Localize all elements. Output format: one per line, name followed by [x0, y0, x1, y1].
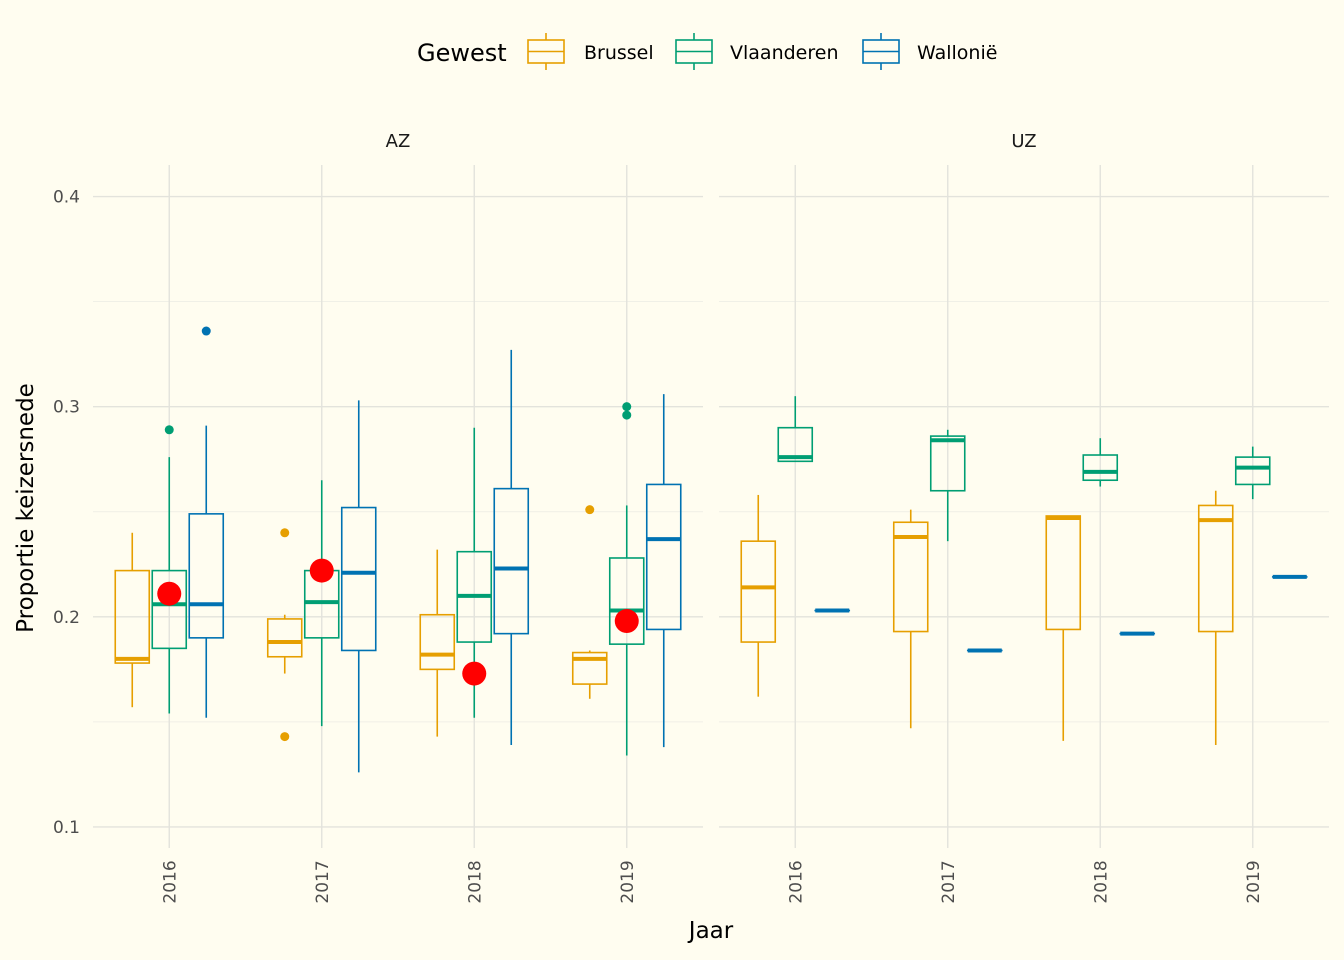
box-wallonie — [340, 400, 377, 773]
box-iqr — [929, 435, 966, 492]
legend-label: Brussel — [584, 42, 654, 64]
highlight-point — [309, 558, 334, 583]
box-brussel — [114, 532, 151, 708]
panels: AZ 2016 2017 2018 2019 UZ 2016 2017 2018 2019 — [93, 131, 1329, 904]
highlight-point — [462, 661, 487, 686]
x-tick-label: 2017 — [313, 860, 333, 903]
box-iqr — [1234, 456, 1271, 486]
box-iqr — [114, 569, 151, 664]
x-axis-title: Jaar — [687, 918, 734, 944]
box-wallonie — [645, 394, 682, 748]
box-vlaanderen — [608, 402, 645, 756]
box-brussel — [571, 505, 608, 699]
box-iqr — [1197, 504, 1234, 633]
box-vlaanderen — [929, 429, 966, 542]
year-group-2016: 2016 — [740, 396, 851, 904]
legend-label: Vlaanderen — [730, 42, 838, 64]
box-brussel — [266, 528, 303, 742]
highlight-point — [157, 581, 182, 606]
outlier-point — [622, 410, 632, 420]
year-group-2017: 2017 — [266, 400, 377, 904]
box-vlaanderen — [151, 425, 188, 714]
grid — [93, 165, 703, 848]
y-tick-label: 0.4 — [53, 188, 80, 208]
legend-entry-wallonie: Wallonië — [862, 33, 997, 70]
box-iqr — [740, 540, 777, 643]
outlier-point — [622, 402, 632, 412]
box-iqr — [571, 651, 608, 685]
y-tick-label: 0.3 — [53, 398, 80, 418]
box-vlaanderen — [777, 396, 814, 463]
grid — [719, 165, 1329, 848]
box-vlaanderen — [303, 480, 340, 727]
box-iqr — [419, 613, 456, 671]
panel-strip-label: AZ — [386, 131, 411, 152]
box-iqr — [608, 557, 645, 645]
panel-strip-label: UZ — [1011, 131, 1036, 152]
box-brussel — [1197, 490, 1234, 746]
box-wallonie — [493, 349, 530, 746]
box-iqr — [151, 569, 188, 650]
year-group-2016: 2016 — [114, 326, 225, 904]
x-tick-label: 2019 — [1244, 860, 1264, 903]
year-group-2019: 2019 — [1197, 446, 1308, 904]
x-tick-label: 2018 — [465, 860, 485, 903]
legend-entry-vlaanderen: Vlaanderen — [675, 33, 838, 70]
box-iqr — [1082, 454, 1119, 482]
box-iqr — [266, 618, 303, 658]
outlier-point — [201, 326, 211, 336]
highlight-point — [614, 609, 639, 634]
box-iqr — [892, 521, 929, 633]
x-tick-label: 2016 — [786, 860, 806, 903]
box-brussel — [740, 494, 777, 697]
box-iqr — [777, 426, 814, 463]
legend: Gewest Brussel Vlaanderen Wallonië — [417, 33, 997, 70]
box-brussel — [892, 509, 929, 729]
box-wallonie — [188, 326, 225, 718]
y-tick-label: 0.2 — [53, 608, 80, 628]
year-group-2019: 2019 — [571, 394, 682, 904]
legend-title: Gewest — [417, 39, 507, 67]
y-tick-label: 0.1 — [53, 818, 80, 838]
year-group-2017: 2017 — [892, 429, 1003, 904]
box-iqr — [1045, 515, 1082, 631]
panel-az: AZ 2016 2017 2018 2019 — [93, 131, 703, 904]
legend-entry-brussel: Brussel — [527, 33, 654, 70]
year-group-2018: 2018 — [419, 349, 530, 904]
outlier-point — [280, 732, 290, 742]
year-group-2018: 2018 — [1045, 438, 1156, 904]
legend-label: Wallonië — [917, 42, 997, 64]
outlier-point — [280, 528, 290, 538]
panel-uz: UZ 2016 2017 2018 2019 — [719, 131, 1329, 904]
x-tick-label: 2016 — [160, 860, 180, 903]
x-tick-label: 2017 — [939, 860, 959, 903]
box-vlaanderen — [1234, 446, 1271, 500]
outlier-point — [585, 505, 595, 515]
x-tick-label: 2019 — [618, 860, 638, 903]
box-brussel — [419, 549, 456, 737]
x-tick-label: 2018 — [1091, 860, 1111, 903]
y-axis-title: Proportie keizersnede — [13, 383, 39, 633]
box-iqr — [493, 487, 530, 635]
box-iqr — [340, 506, 377, 652]
box-vlaanderen — [1082, 438, 1119, 487]
box-iqr — [188, 513, 225, 639]
box-brussel — [1045, 515, 1082, 741]
box-iqr — [645, 483, 682, 631]
outlier-point — [164, 425, 174, 435]
